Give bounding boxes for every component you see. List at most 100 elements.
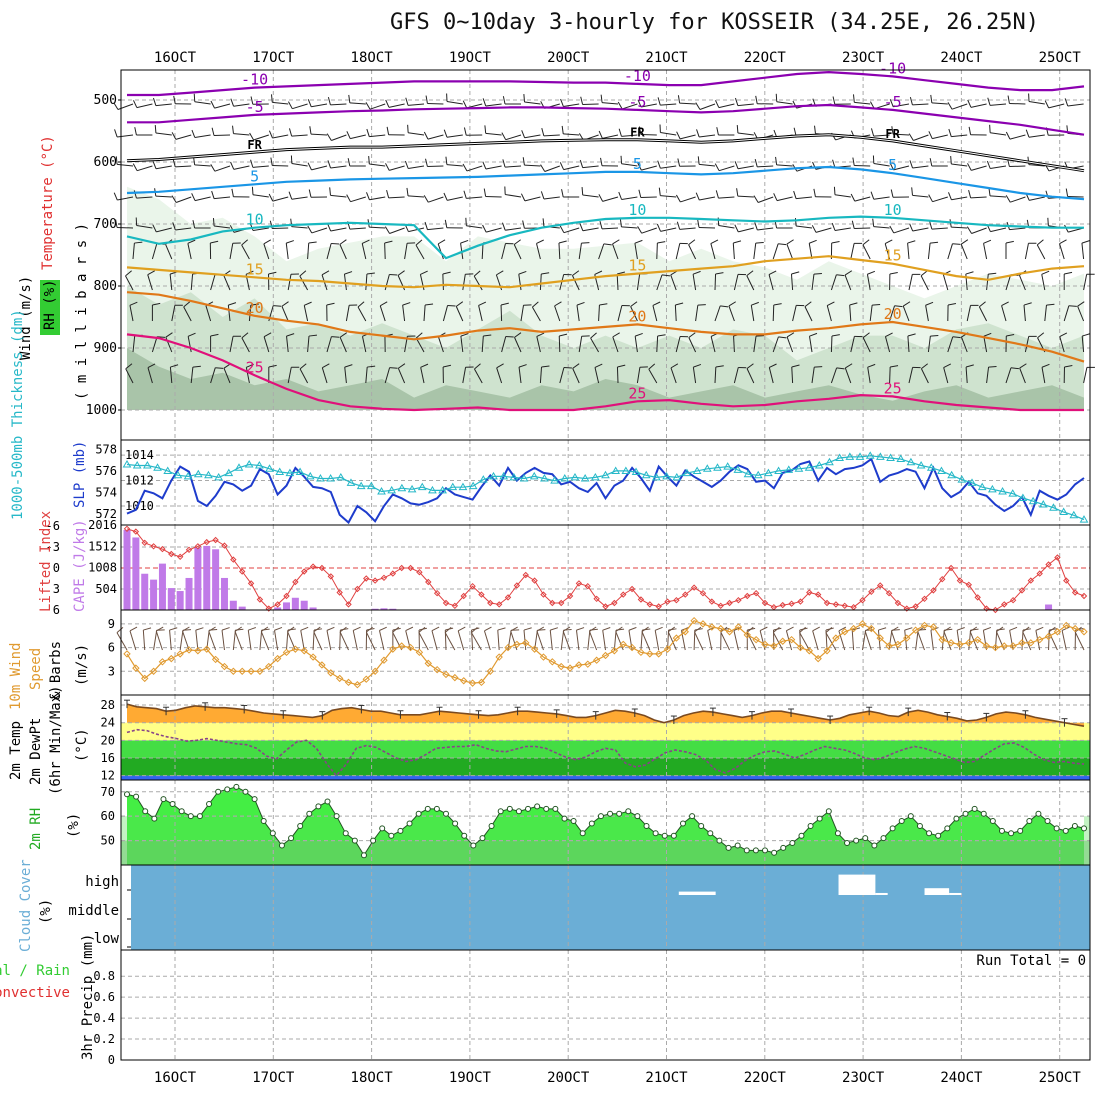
wind-barb [617, 305, 623, 322]
wind-barb-flag [599, 220, 603, 229]
wind-barb-flag [232, 125, 234, 134]
wind-tick-label: 9 [108, 617, 115, 631]
wind-barb-flag [250, 159, 254, 168]
wind-barb-flag [518, 270, 527, 275]
rh-point [388, 832, 395, 839]
rh-tick-label: 70 [101, 785, 115, 799]
li-tick-label: 3 [53, 582, 60, 596]
wind-barb-flag [532, 301, 539, 308]
wind-barb-flag [554, 301, 562, 307]
wind-barb [772, 336, 779, 353]
wind-barb-flag [415, 239, 423, 246]
wind-barb-flag [697, 304, 706, 306]
cape-bar [203, 545, 211, 610]
wind-barb [446, 101, 463, 105]
rh-point [333, 813, 340, 820]
wind-barb [229, 336, 234, 353]
li-point [761, 599, 769, 607]
wind-barb [248, 305, 252, 322]
wind-speed-point [220, 662, 229, 671]
wind-speed-point [229, 667, 238, 675]
wind-speed-point [947, 639, 955, 647]
li-point [274, 601, 281, 608]
wind-speed-point [123, 650, 131, 658]
rh-point [278, 842, 285, 849]
wind-barb [156, 227, 172, 233]
wind-barb-flag [462, 100, 468, 109]
wind-barb-flag [249, 222, 254, 231]
wind-barb [737, 165, 754, 170]
li-point [726, 599, 733, 607]
thickness-point [366, 481, 376, 490]
wind-barb [809, 336, 813, 353]
thickness-point [142, 461, 152, 469]
wind-barb-flag [169, 627, 178, 631]
wind-barb [182, 630, 190, 651]
wind-barb-flag [811, 225, 817, 233]
wind-barb [920, 275, 929, 291]
li-point [336, 589, 343, 596]
wind-barb-flag [368, 156, 370, 165]
wind-barb-flag [988, 365, 997, 368]
wind-barb-flag [617, 101, 623, 110]
wind-barb-flag [152, 302, 161, 306]
wind-barb [889, 366, 891, 384]
wind-barb-flag [793, 190, 797, 199]
li-point [318, 564, 326, 572]
wind-barb-flag [710, 239, 719, 244]
wind-barb [1005, 367, 1012, 384]
x-tick-top: 22OCT [744, 50, 787, 66]
wind-barb-flag [594, 363, 603, 368]
wind-barb-flag [398, 363, 406, 369]
li-point [389, 570, 397, 577]
wind-barb [1028, 101, 1045, 105]
wind-barb [175, 196, 192, 203]
wind-barb [675, 243, 681, 260]
wind-barb [854, 101, 871, 105]
wind-barb [893, 227, 910, 234]
wind-barb [518, 367, 522, 384]
li-tick-label: -6 [46, 519, 60, 533]
wind-speed-point [309, 653, 317, 661]
li-point [292, 578, 299, 586]
wind-barb-flag [542, 218, 545, 227]
wind-barb [311, 165, 328, 171]
wind-barb [772, 304, 775, 322]
wind-speed-point [513, 640, 521, 649]
wind-speed-point [592, 656, 601, 664]
wind-barb [854, 196, 871, 202]
rh-point [479, 835, 486, 842]
wind-barb [501, 243, 506, 260]
rh-point [360, 852, 367, 859]
wind-barb [572, 368, 580, 384]
wind-barb-flag [326, 133, 332, 141]
wind-speed-point [973, 635, 982, 644]
li-point [992, 606, 999, 614]
wind-speed-point [468, 679, 477, 687]
rh-point [351, 837, 358, 844]
wind-barb-flag [617, 364, 626, 368]
li-point [354, 585, 361, 593]
thickness-point [448, 482, 458, 491]
wind-speed-point [557, 662, 565, 671]
wind-barb-flag [182, 626, 190, 632]
slp-tick-label: 1012 [125, 474, 154, 488]
li-point [513, 582, 521, 589]
li-point [398, 564, 405, 572]
wind-tick-label: 3 [108, 664, 115, 678]
wind-barb-flag [559, 225, 565, 233]
wind-barb [272, 134, 289, 139]
rh-point [816, 815, 823, 822]
wind-barb [710, 243, 716, 260]
rh-point [734, 842, 741, 849]
wind-barb-flag [778, 336, 787, 339]
wind-barb [733, 367, 739, 384]
cape-bar [283, 602, 290, 610]
wind-barb-flag [113, 102, 119, 110]
wind-barb [1028, 164, 1045, 167]
wind-speed-point [770, 642, 778, 650]
wind-barb [179, 630, 184, 651]
wind-barb [927, 336, 931, 353]
band-12-16 [121, 757, 1090, 776]
isotherm-label: 5 [250, 167, 259, 185]
